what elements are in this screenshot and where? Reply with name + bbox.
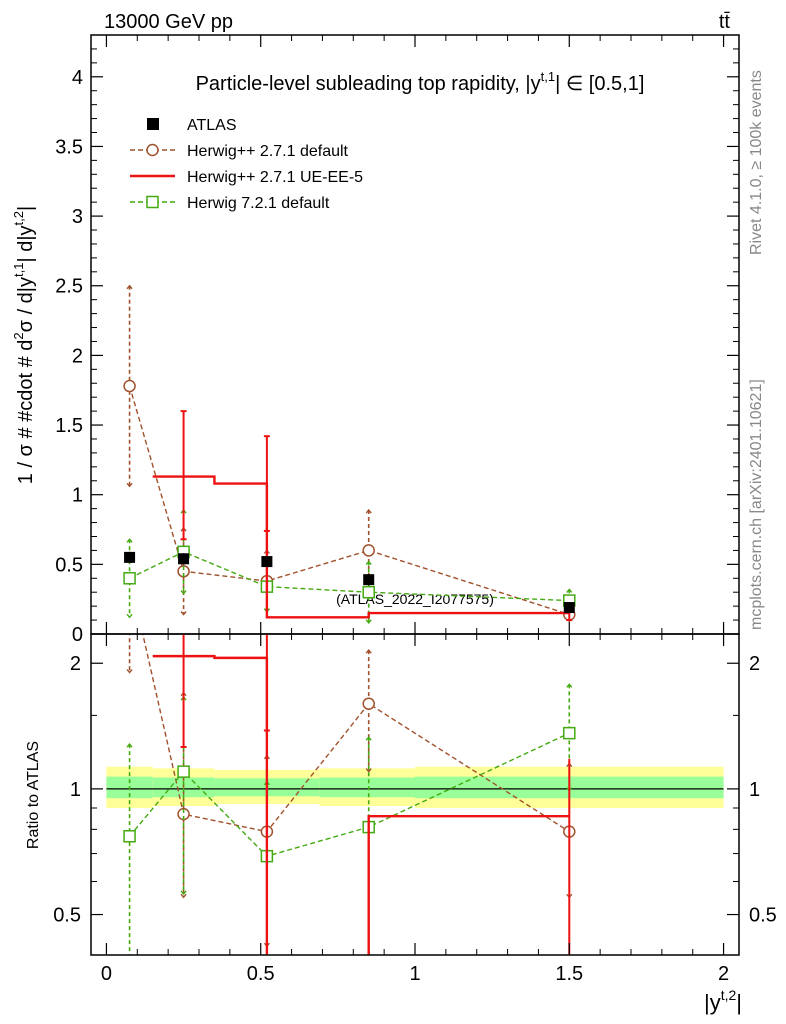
herwig7-error-bar-cap-top: [566, 588, 573, 593]
herwig7-point: [123, 572, 136, 585]
main-y-tick-label: 2: [72, 345, 83, 367]
ratio-herwigpp-default-error-bar-cap-bottom: [180, 893, 187, 899]
ratio-y-tick-label: 1: [70, 779, 81, 801]
herwig7-error-bar-cap-bottom: [365, 619, 372, 624]
herwig7-error-bar-cap-top: [126, 538, 133, 543]
legend-entry-label: Herwig++ 2.7.1 default: [187, 143, 349, 160]
herwig7-point: [362, 585, 375, 599]
ratio-herwigpp-default-error-bar-cap-bottom: [365, 768, 372, 773]
process-label: tt̄: [719, 11, 731, 33]
legend-entry-label: Herwig 7.2.1 default: [187, 195, 330, 212]
ratio-y-tick-label-right: 2: [749, 653, 760, 675]
legend-marker: [146, 143, 159, 157]
atlas-point: [178, 553, 190, 565]
ratio-herwigpp-default-error-bar-cap-top: [127, 512, 132, 515]
x-tick-label: 1.5: [555, 963, 583, 985]
x-tick-label: 2: [718, 963, 729, 985]
main-y-tick-label: 3: [72, 206, 83, 228]
herwigpp-default-error-bar-cap-top: [365, 508, 372, 514]
main-series-layer: [123, 284, 576, 624]
atlas-point: [261, 556, 273, 568]
main-y-tick-label: 0: [72, 624, 83, 646]
main-y-tick-label: 4: [72, 67, 83, 89]
ratio-panel: 0.5 0.5 1 1 2 2 0 0.5 1 1.5 2 Ratio to ATLAS |yt,…: [25, 35, 777, 1015]
herwig7-line: [129, 551, 570, 602]
herwigpp-default-line: [128, 385, 570, 616]
herwigpp-default-point: [362, 544, 375, 557]
herwigpp-default-error-bar-cap-bottom: [180, 611, 187, 616]
x-axis-label: |yt,2|: [704, 987, 742, 1015]
ratio-herwigpp-ueee5-line: [152, 654, 570, 955]
herwigpp-default-error-bar-cap-bottom: [126, 482, 133, 488]
ratio-herwig7-error-bar-cap-top: [566, 683, 573, 688]
ratio-herwig7-error-bar-cap-bottom: [264, 987, 269, 990]
x-axis: 0 0.5 1 1.5 2: [101, 35, 729, 985]
ratio-herwig7-point: [177, 765, 190, 778]
legend-entry-label: Herwig++ 2.7.1 UE-EE-5: [187, 169, 363, 186]
atlas-point: [124, 551, 136, 563]
main-y-tick-label: 2.5: [55, 276, 83, 298]
main-y-axis: 0 0.5 1 1.5 2 2.5 3 3.5 4: [55, 48, 739, 646]
legend: ATLAS Herwig++ 2.7.1 default Herwig++ 2.7.…: [130, 117, 363, 212]
main-y-tick-label: 0.5: [55, 554, 83, 576]
herwigpp-default-error-bar-cap-top: [126, 284, 133, 290]
rivet-version-label: Rivet 4.1.0, ≥ 100k events: [748, 70, 765, 255]
ratio-herwig7-error-bar-cap-bottom: [366, 1004, 371, 1007]
mcplots-label: mcplots.cern.ch [arXiv:2401.10621]: [748, 379, 765, 630]
herwigpp-ueee5-line: [152, 475, 570, 619]
herwig7-error-bar-cap-bottom: [126, 613, 133, 619]
band-inner: [319, 777, 415, 798]
ratio-herwig7-error-bar-cap-top: [126, 743, 133, 748]
legend-atlas-marker: [147, 118, 159, 130]
energy-label: 13000 GeV pp: [104, 11, 233, 33]
ratio-y-tick-label: 0.5: [53, 905, 81, 927]
ratio-herwig7-error-bar-cap-top: [365, 736, 372, 741]
x-tick-label: 1: [409, 963, 420, 985]
ratio-herwig7-error-bar-cap-bottom: [180, 890, 187, 896]
main-y-tick-label: 1.5: [55, 415, 83, 437]
ratio-herwigpp-default-error-bar-cap-bottom: [126, 669, 133, 674]
legend-marker: [146, 195, 159, 209]
main-panel: (ATLAS_2022_I2077575) 00.511.522.533.54 …: [11, 34, 740, 646]
ratio-y-axis-label: Ratio to ATLAS: [25, 741, 42, 849]
atlas-point: [363, 574, 375, 586]
ratio-series-layer: [123, 512, 576, 1007]
herwig7-error-bar-cap-top: [365, 560, 372, 566]
ratio-herwigpp-default-point: [362, 697, 375, 710]
ratio-herwigpp-default-error-bar-cap-top: [365, 649, 372, 654]
x-tick-label: 0: [101, 963, 112, 985]
ratio-y-tick-label-right: 0.5: [749, 905, 777, 927]
herwig7-error-bar-cap-bottom: [180, 590, 187, 595]
ratio-herwig7-point: [123, 830, 136, 843]
legend-entry-label: ATLAS: [187, 117, 237, 134]
herwigpp-default-point: [123, 379, 136, 393]
ratio-y-tick-label-right: 1: [749, 779, 760, 801]
x-tick-label: 0.5: [247, 963, 275, 985]
main-y-axis-label: 1 / σ # #cdot # d2σ / d|yt,1| d|yt,2|: [11, 206, 37, 484]
ratio-herwig7-point: [563, 726, 576, 740]
atlas-point: [563, 602, 575, 614]
ratio-y-axis: 0.5 0.5 1 1 2 2: [53, 653, 777, 926]
ratio-y-tick-label: 2: [70, 653, 81, 675]
chart-title: Particle-level subleading top rapidity, …: [196, 69, 645, 95]
main-y-tick-label: 1: [72, 485, 83, 507]
analysis-watermark: (ATLAS_2022_I2077575): [336, 591, 494, 607]
main-y-tick-label: 3.5: [55, 136, 83, 158]
